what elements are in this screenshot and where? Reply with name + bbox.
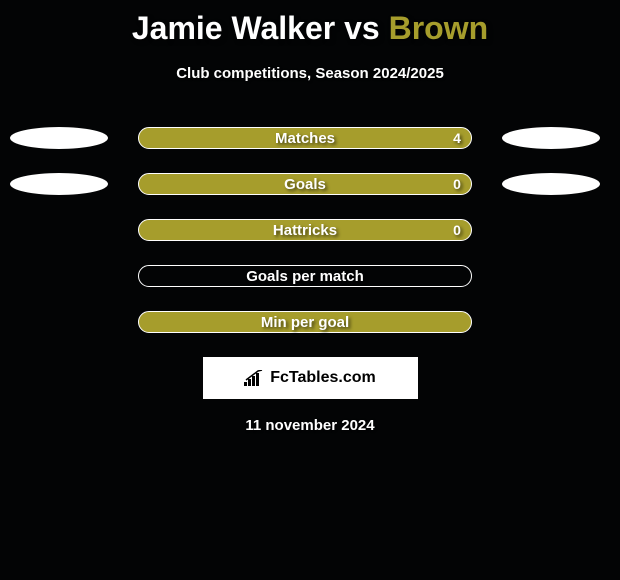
comparison-title: Jamie Walker vs Brown xyxy=(0,0,620,47)
left-ellipse-placeholder xyxy=(10,265,108,287)
logo-text: FcTables.com xyxy=(270,369,376,387)
stat-value: 0 xyxy=(453,176,461,192)
stat-row: Matches 4 xyxy=(0,127,620,149)
logo-box: FcTables.com xyxy=(203,357,418,399)
stats-rows: Matches 4 Goals 0 Hattricks 0 Goals per match M… xyxy=(0,127,620,333)
left-ellipse xyxy=(10,127,108,149)
right-ellipse-placeholder xyxy=(502,265,600,287)
stat-label: Hattricks xyxy=(273,222,337,239)
player1-name: Jamie Walker xyxy=(132,10,335,46)
right-ellipse-placeholder xyxy=(502,311,600,333)
logo-content: FcTables.com xyxy=(244,369,376,387)
left-ellipse xyxy=(10,173,108,195)
stat-bar: Goals 0 xyxy=(138,173,472,195)
player2-name: Brown xyxy=(389,10,489,46)
stat-label: Min per goal xyxy=(261,314,349,331)
stat-label: Matches xyxy=(275,130,335,147)
left-ellipse-placeholder xyxy=(10,311,108,333)
stat-row: Goals per match xyxy=(0,265,620,287)
stat-bar: Matches 4 xyxy=(138,127,472,149)
stat-row: Goals 0 xyxy=(0,173,620,195)
stat-row: Min per goal xyxy=(0,311,620,333)
stat-label: Goals per match xyxy=(246,268,364,285)
stat-row: Hattricks 0 xyxy=(0,219,620,241)
stat-bar: Goals per match xyxy=(138,265,472,287)
left-ellipse-placeholder xyxy=(10,219,108,241)
stat-bar: Min per goal xyxy=(138,311,472,333)
chart-icon xyxy=(244,370,264,386)
stat-value: 0 xyxy=(453,222,461,238)
subtitle: Club competitions, Season 2024/2025 xyxy=(0,65,620,82)
vs-text: vs xyxy=(344,10,380,46)
stat-label: Goals xyxy=(284,176,326,193)
stat-bar: Hattricks 0 xyxy=(138,219,472,241)
right-ellipse-placeholder xyxy=(502,219,600,241)
right-ellipse xyxy=(502,173,600,195)
stat-value: 4 xyxy=(453,130,461,146)
right-ellipse xyxy=(502,127,600,149)
date-text: 11 november 2024 xyxy=(0,417,620,434)
